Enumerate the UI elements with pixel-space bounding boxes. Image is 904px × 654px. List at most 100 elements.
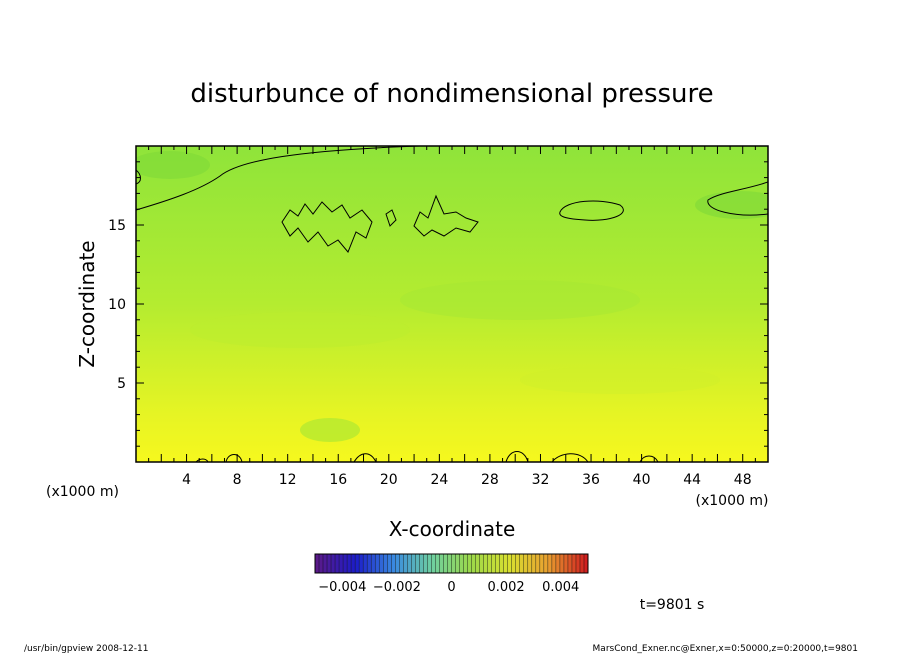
colorbar-cell [447, 554, 452, 573]
colorbar-cell [547, 554, 552, 573]
contour-right-loop [559, 200, 624, 221]
colorbar-cell [455, 554, 460, 573]
colorbar-cell [575, 554, 580, 573]
contour-bottom-4 [505, 451, 529, 462]
x-tick-label: 40 [633, 472, 651, 488]
x-tick-label: 8 [233, 472, 242, 488]
contour-lines [136, 146, 768, 462]
colorbar-cell [571, 554, 576, 573]
colorbar-tick-label: 0.002 [487, 580, 524, 595]
colorbar-cell [563, 554, 568, 573]
colorbar-cell [383, 554, 388, 573]
y-tick-label: 15 [108, 218, 126, 234]
colorbar-cell [551, 554, 556, 573]
colorbar-cell [435, 554, 440, 573]
y-tick-label: 5 [117, 376, 126, 392]
colorbar-cell [387, 554, 392, 573]
colorbar-cell [411, 554, 416, 573]
colorbar-tick-label: 0.004 [542, 580, 579, 595]
colorbar-cell [399, 554, 404, 573]
colorbar-cell [583, 554, 588, 573]
contour-cluster-2 [413, 194, 479, 237]
colorbar-cell [523, 554, 528, 573]
time-label: t=9801 s [640, 597, 705, 613]
colorbar-cell [507, 554, 512, 573]
x-tick-label: 4 [182, 472, 191, 488]
colorbar-cell [431, 554, 436, 573]
y-axis-title: Z-coordinate [75, 240, 99, 367]
colorbar-cell [467, 554, 472, 573]
colorbar-cell [339, 554, 344, 573]
y-tick-label: 10 [108, 297, 126, 313]
colorbar-cell [567, 554, 572, 573]
colorbar-frame [314, 553, 589, 574]
colorbar-cell [515, 554, 520, 573]
x-tick-label: 36 [582, 472, 600, 488]
colorbar-cell [315, 554, 320, 573]
colorbar-cell [347, 554, 352, 573]
colorbar-cell [407, 554, 412, 573]
colorbar-cell [483, 554, 488, 573]
colorbar-cell [539, 554, 544, 573]
x-tick-label: 44 [683, 472, 701, 488]
colorbar-cell [335, 554, 340, 573]
contour-bottom-2 [225, 454, 243, 462]
colorbar-cell [475, 554, 480, 573]
x-ticks: 4 8 12 16 20 24 28 32 36 40 44 48 [148, 146, 756, 488]
footer-left: /usr/bin/gpview 2008-12-11 [24, 644, 148, 654]
colorbar-cell [543, 554, 548, 573]
colorbar-cell [327, 554, 332, 573]
colorbar-cell [379, 554, 384, 573]
colorbar-cell [371, 554, 376, 573]
colorbar-cell [579, 554, 584, 573]
colorbar-cell [355, 554, 360, 573]
colorbar-stripes [314, 554, 588, 573]
colorbar-cell [419, 554, 424, 573]
x-tick-label: 12 [279, 472, 297, 488]
x-unit-label: (x1000 m) [696, 493, 769, 509]
colorbar-cell [367, 554, 372, 573]
contour-upper-left [136, 146, 421, 211]
x-tick-label: 16 [329, 472, 347, 488]
x-axis-title: X-coordinate [389, 517, 516, 541]
colorbar-cell [511, 554, 516, 573]
colorbar-cell [531, 554, 536, 573]
colorbar-cell [427, 554, 432, 573]
colorbar-cell [375, 554, 380, 573]
colorbar-ticks: −0.004 −0.002 0 0.002 0.004 [318, 580, 579, 595]
colorbar-cell [319, 554, 324, 573]
colorbar-cell [471, 554, 476, 573]
colorbar-cell [527, 554, 532, 573]
colorbar-cell [459, 554, 464, 573]
y-ticks: 5 10 15 [108, 161, 768, 447]
x-tick-label: 48 [734, 472, 752, 488]
colorbar-cell [491, 554, 496, 573]
contour-bottom-3 [353, 453, 377, 462]
colorbar-cell [499, 554, 504, 573]
colorbar-cell [331, 554, 336, 573]
colorbar-tick-label: −0.002 [373, 580, 421, 595]
y-unit-label: (x1000 m) [46, 484, 119, 500]
x-tick-label: 32 [532, 472, 550, 488]
colorbar-cell [363, 554, 368, 573]
colorbar: −0.004 −0.002 0 0.002 0.004 [314, 553, 589, 595]
contour-cluster-1 [281, 201, 373, 253]
colorbar-cell [359, 554, 364, 573]
colorbar-cell [487, 554, 492, 573]
colorbar-cell [503, 554, 508, 573]
colorbar-cell [351, 554, 356, 573]
colorbar-cell [479, 554, 484, 573]
x-tick-label: 24 [430, 472, 448, 488]
colorbar-cell [423, 554, 428, 573]
contour-right-edge [707, 181, 768, 216]
colorbar-cell [555, 554, 560, 573]
x-tick-label: 20 [380, 472, 398, 488]
colorbar-tick-label: −0.004 [318, 580, 366, 595]
colorbar-cell [343, 554, 348, 573]
contour-bottom-1 [195, 458, 209, 462]
colorbar-cell [535, 554, 540, 573]
colorbar-cell [415, 554, 420, 573]
colorbar-cell [395, 554, 400, 573]
contour-left-edge [136, 169, 141, 185]
